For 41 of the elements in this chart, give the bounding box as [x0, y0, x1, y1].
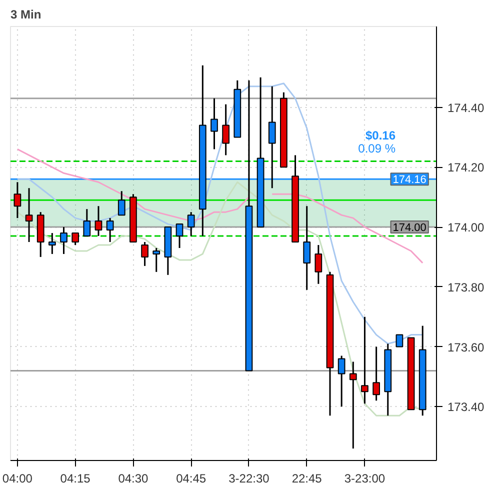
candlestick — [152, 247, 160, 273]
x-tick-label: 04:00 — [2, 472, 33, 486]
candlestick — [72, 232, 80, 246]
candlestick — [187, 211, 195, 237]
candlestick — [60, 226, 68, 255]
y-tick-label: 173.40 — [448, 400, 485, 414]
x-tick-label: 04:15 — [60, 472, 91, 486]
ref-line-label: 174.00 — [392, 222, 426, 234]
candlestick — [141, 241, 148, 267]
candlestick — [48, 232, 56, 255]
candlestick — [268, 86, 276, 189]
candlestick — [303, 205, 311, 291]
candlestick — [118, 190, 126, 216]
y-tick-label: 174.20 — [448, 160, 485, 175]
annotation: $0.16 — [365, 128, 396, 142]
y-tick-label: 173.80 — [448, 280, 485, 294]
y-tick-label: 173.60 — [448, 340, 485, 354]
candlestick — [338, 354, 346, 408]
annotation: 0.09 % — [358, 142, 396, 156]
candlestick — [396, 334, 404, 348]
candlestick — [83, 208, 91, 237]
x-tick-label: 3-22:30 — [228, 472, 270, 486]
candlestick — [176, 223, 184, 249]
candlestick — [349, 360, 357, 450]
candlestick — [25, 187, 33, 243]
candlestick — [314, 244, 322, 285]
x-tick-label: 04:30 — [118, 472, 149, 486]
y-tick-label: 174.40 — [448, 100, 485, 115]
x-tick-label: 04:45 — [176, 472, 206, 486]
candlestick — [361, 316, 368, 404]
candlestick — [222, 104, 230, 156]
x-tick-label: 22:45 — [292, 472, 322, 486]
chart-title: 3 Min — [10, 8, 42, 22]
candlestick — [372, 346, 380, 402]
y-tick-label: 174.00 — [448, 220, 485, 235]
candlestick — [210, 98, 218, 150]
candlestick — [14, 181, 22, 219]
x-tick-label: 3-23:00 — [344, 472, 386, 486]
ref-line-label: 174.16 — [392, 174, 426, 186]
candlestick — [106, 217, 114, 243]
candlestick — [94, 205, 102, 237]
